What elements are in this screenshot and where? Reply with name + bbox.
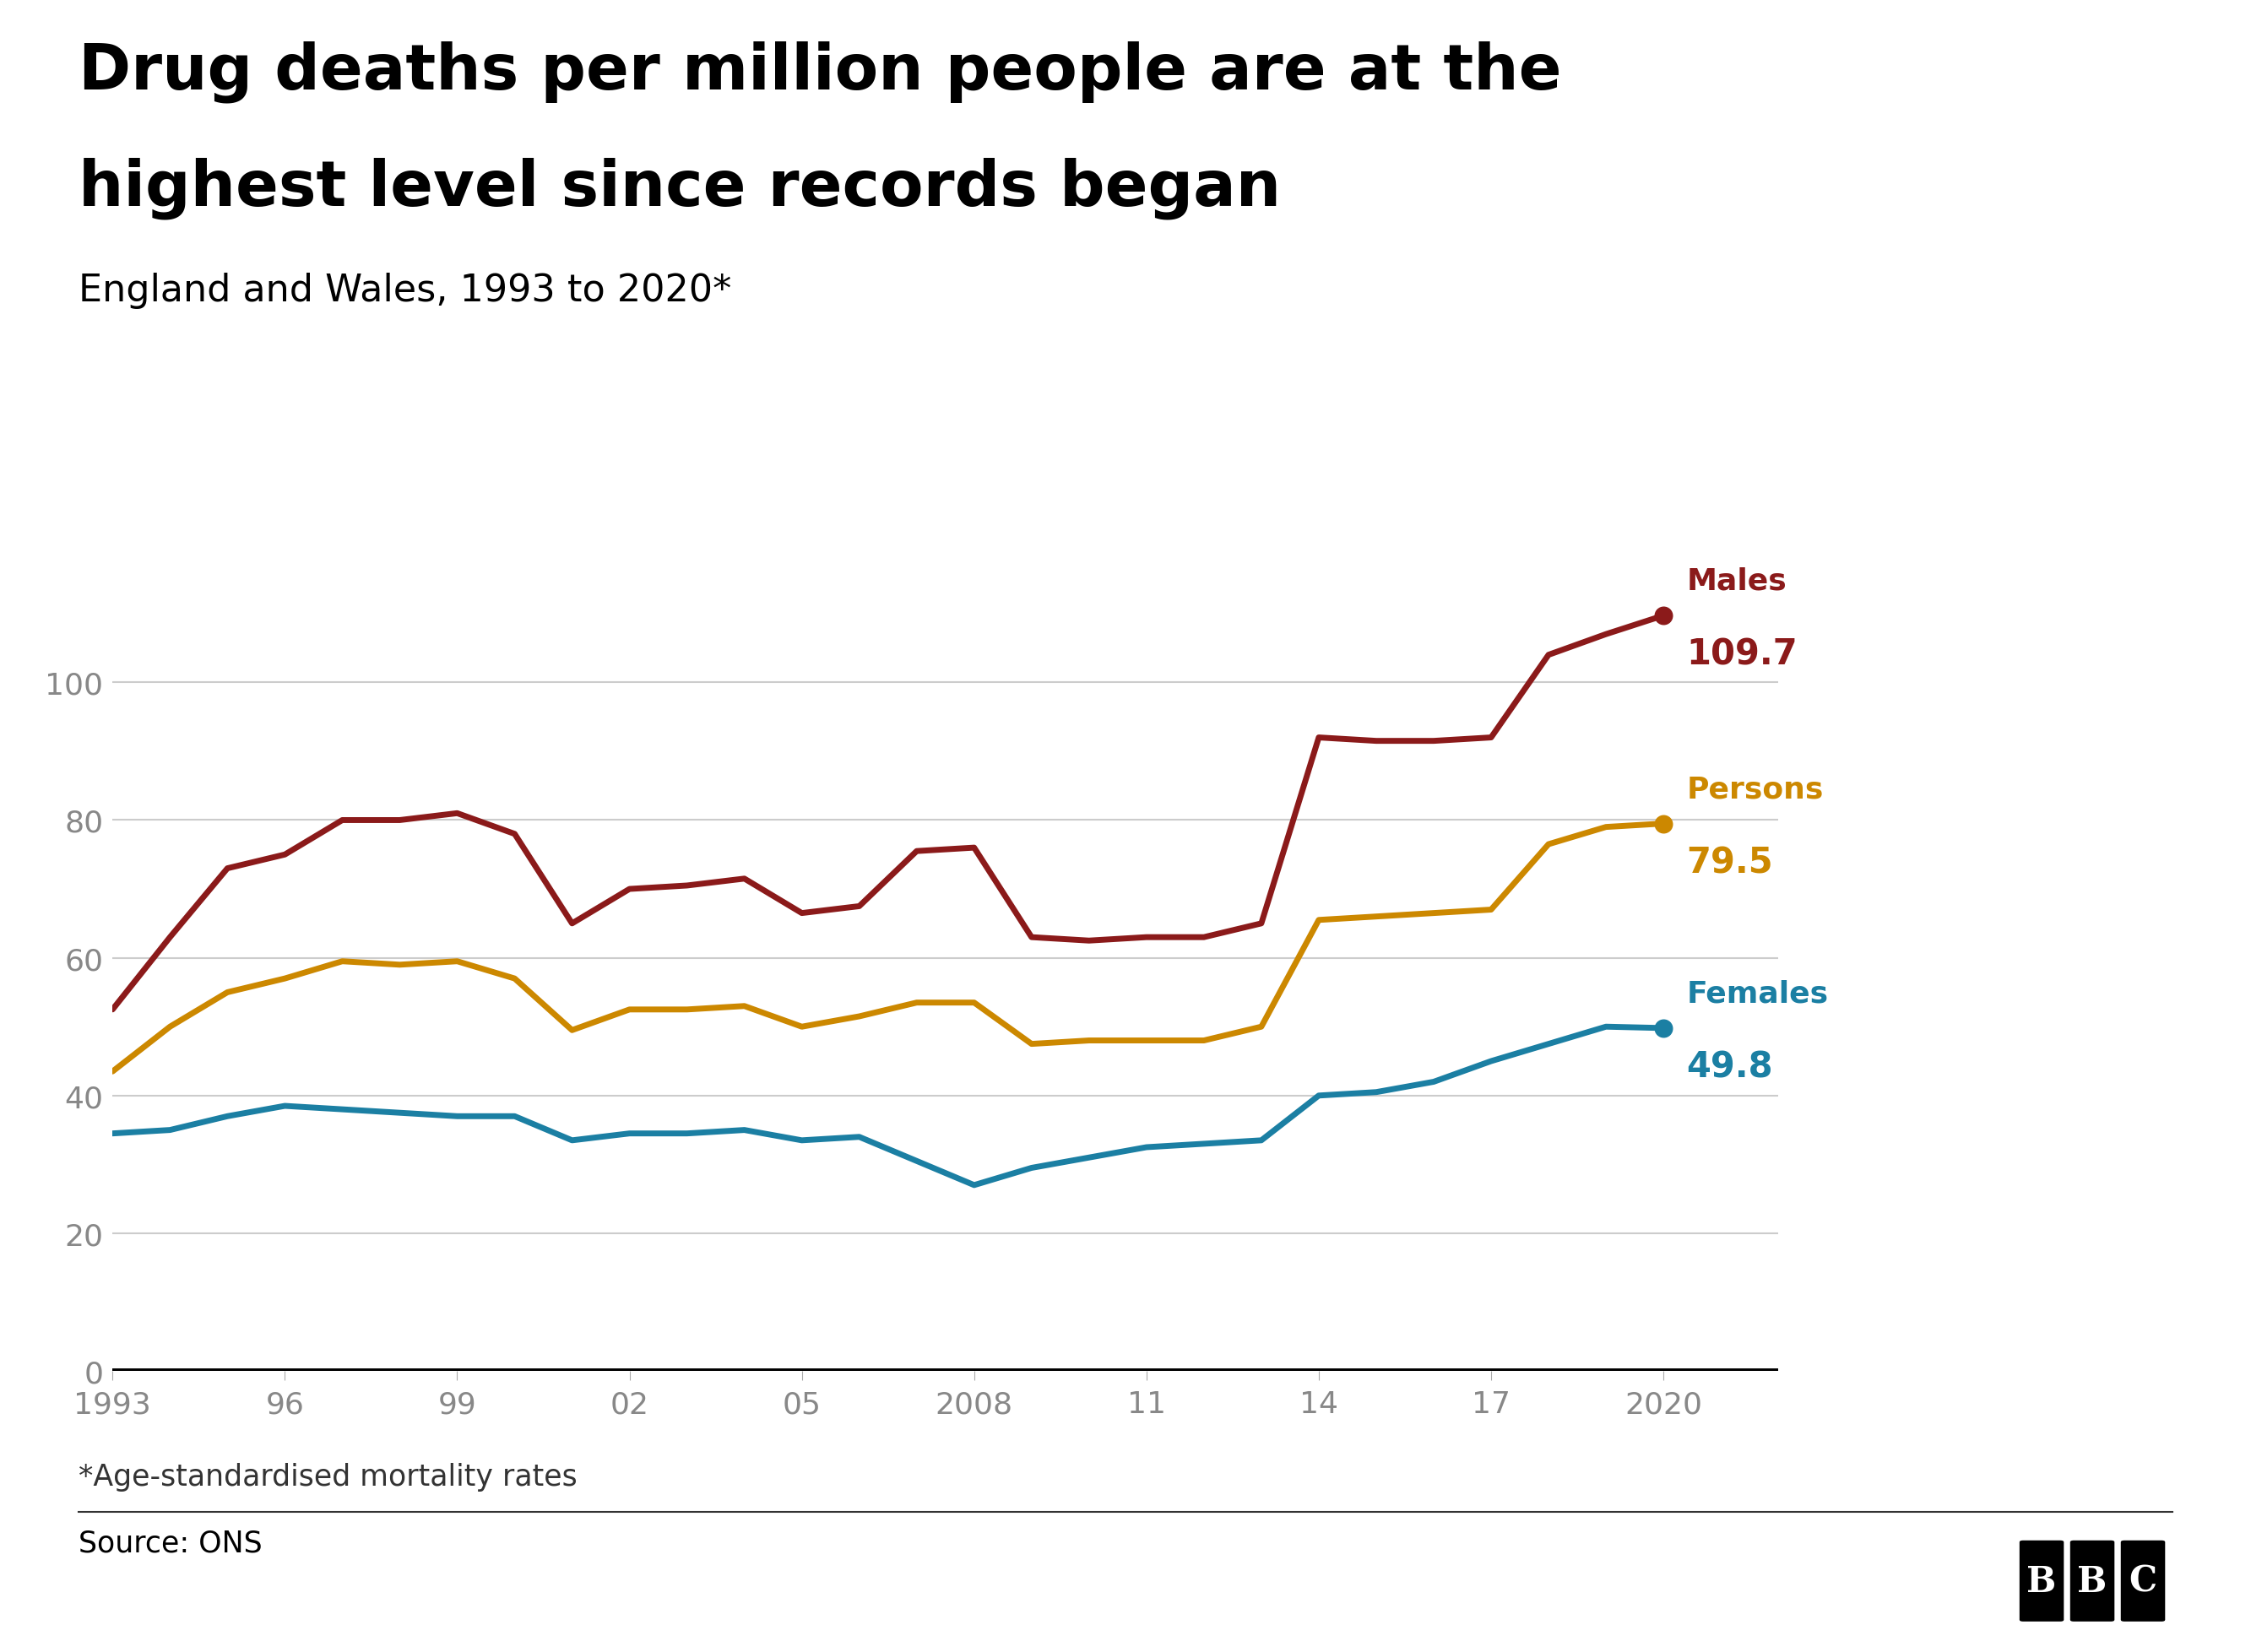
Text: B: B [2078, 1563, 2107, 1599]
Text: C: C [2129, 1563, 2156, 1599]
Point [1645, 1014, 1681, 1042]
Text: Males: Males [1686, 567, 1787, 595]
Text: Source: ONS: Source: ONS [79, 1528, 263, 1556]
Text: *Age-standardised mortality rates: *Age-standardised mortality rates [79, 1462, 579, 1490]
Text: highest level since records began: highest level since records began [79, 157, 1281, 220]
Text: 109.7: 109.7 [1686, 636, 1799, 672]
Text: 79.5: 79.5 [1686, 844, 1774, 881]
FancyBboxPatch shape [2120, 1540, 2165, 1622]
Text: Drug deaths per million people are at the: Drug deaths per million people are at th… [79, 41, 1562, 104]
FancyBboxPatch shape [2017, 1540, 2066, 1622]
Text: B: B [2026, 1563, 2057, 1599]
Text: Females: Females [1686, 980, 1828, 1008]
Point [1645, 603, 1681, 629]
FancyBboxPatch shape [2069, 1540, 2116, 1622]
Text: 49.8: 49.8 [1686, 1049, 1774, 1084]
Text: England and Wales, 1993 to 2020*: England and Wales, 1993 to 2020* [79, 273, 732, 309]
Text: Persons: Persons [1686, 775, 1823, 803]
Point [1645, 811, 1681, 838]
